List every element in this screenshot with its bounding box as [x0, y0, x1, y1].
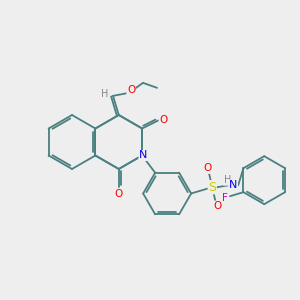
- Text: O: O: [203, 163, 211, 173]
- Text: O: O: [127, 85, 135, 95]
- Text: H: H: [224, 175, 231, 185]
- Text: O: O: [115, 189, 123, 199]
- Text: O: O: [159, 116, 167, 125]
- Text: H: H: [101, 89, 109, 99]
- Text: F: F: [222, 193, 228, 203]
- Text: N: N: [139, 151, 147, 160]
- Text: N: N: [229, 180, 237, 190]
- Text: O: O: [213, 201, 221, 211]
- Text: S: S: [208, 181, 216, 194]
